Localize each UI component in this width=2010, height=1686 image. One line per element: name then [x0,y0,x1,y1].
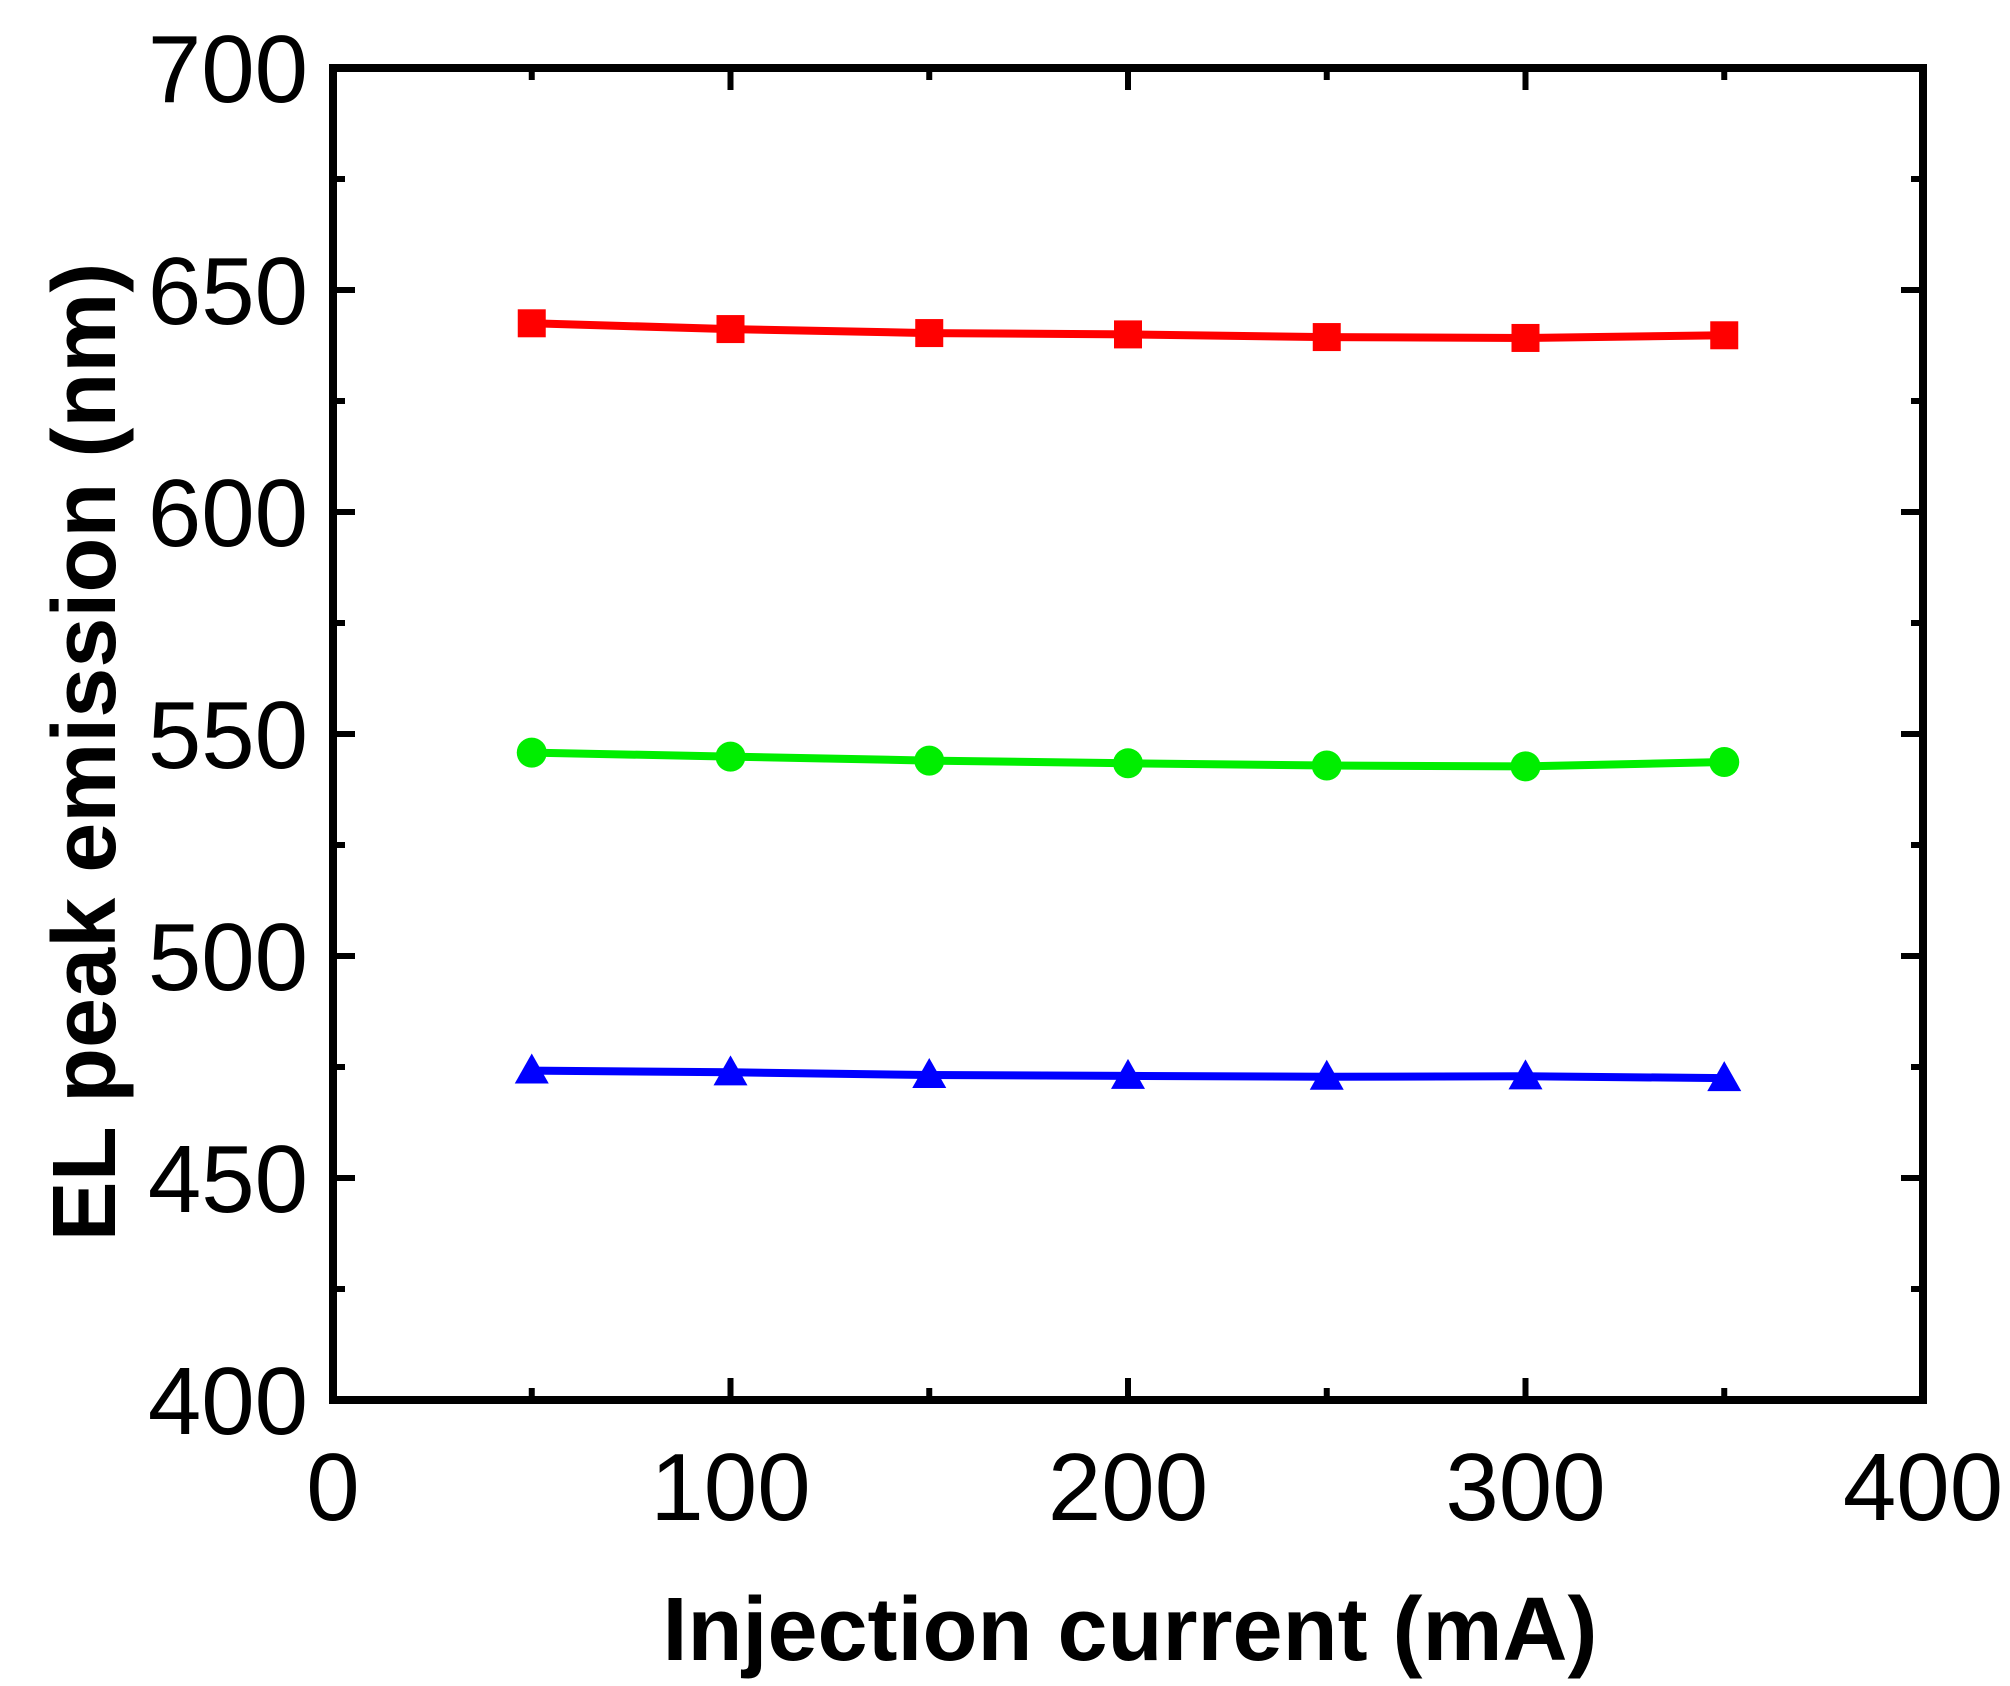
data-point-green [1510,751,1541,782]
data-point-red [517,309,546,338]
x-tick-label: 0 [306,1434,359,1541]
x-tick-label: 400 [1843,1434,2003,1541]
data-point-blue [713,1055,748,1086]
data-point-red [1511,323,1540,352]
data-point-red [1710,321,1739,350]
data-point-green [1113,748,1143,779]
y-axis-title: EL peak emission (nm) [35,263,135,1242]
data-point-green [715,741,746,772]
series-green [516,737,1740,782]
x-tick-label: 200 [1048,1434,1208,1541]
ticks-group: 0 100 200 300 400 400 450 500 550 600 650 700 [148,16,2003,1541]
x-tick-label: 300 [1445,1434,1605,1541]
data-point-blue [1309,1059,1344,1090]
data-point-green [516,737,547,768]
data-point-green [1709,746,1740,777]
data-point-blue [912,1057,947,1088]
plot-frame [329,64,1927,1404]
series-blue [514,1053,1742,1092]
y-tick-label: 650 [148,238,308,345]
series-group [514,309,1742,1092]
x-tick-label: 100 [650,1434,810,1541]
y-tick-label: 400 [148,1348,308,1455]
y-tick-label: 600 [148,460,308,567]
series-red [517,309,1739,352]
y-tick-label: 700 [148,16,308,123]
y-tick-label: 550 [148,682,308,789]
data-point-green [1311,750,1342,781]
data-point-blue [1111,1058,1145,1089]
data-point-blue [1508,1059,1543,1090]
y-tick-label: 450 [148,1126,308,1233]
y-tick-label: 500 [148,904,308,1011]
data-point-green [914,745,945,776]
plot-frame-group [329,64,1927,1404]
data-point-blue [1707,1061,1742,1092]
data-point-blue [514,1053,549,1084]
data-point-red [716,315,745,344]
x-axis-title: Injection current (mA) [662,1580,1597,1680]
data-point-red [1114,320,1142,349]
data-point-red [1312,323,1341,352]
data-point-red [915,319,944,348]
